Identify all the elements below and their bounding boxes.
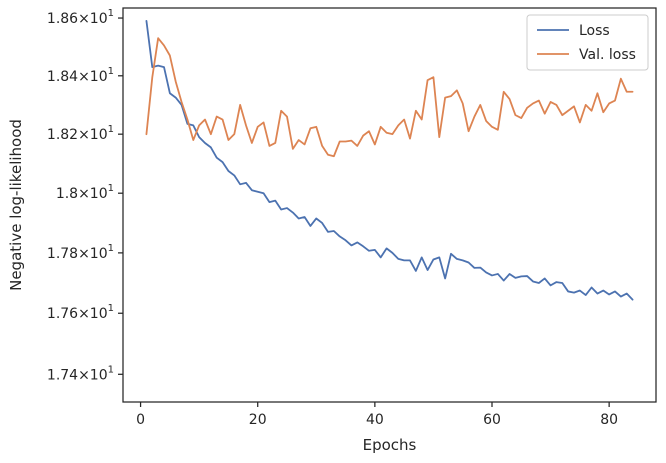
y-tick-label: 1.86×101 <box>47 8 114 27</box>
legend-box <box>526 14 649 71</box>
y-tick-label: 1.8×101 <box>56 183 114 202</box>
y-tick-label: 1.78×101 <box>47 243 114 262</box>
x-tick-label: 60 <box>483 412 501 428</box>
x-tick-label: 40 <box>366 412 384 428</box>
series-line-loss <box>145 20 634 301</box>
x-tick-label: 80 <box>600 412 618 428</box>
legend-label-loss: Loss <box>579 23 610 39</box>
x-axis: 0 20 40 60 80 <box>136 402 618 428</box>
legend-label-val-loss: Val. loss <box>579 47 636 63</box>
x-axis-title: Epochs <box>363 436 417 454</box>
y-axis-title: Negative log-likelihood <box>7 119 25 291</box>
y-tick-label: 1.84×101 <box>47 66 114 85</box>
y-tick-label: 1.76×101 <box>47 303 114 322</box>
y-axis: 1.74×101 1.76×101 1.78×101 1.8×101 1.82×101 1… <box>47 8 123 383</box>
plot-area-frame <box>122 7 657 403</box>
x-tick-label: 0 <box>136 412 145 428</box>
y-tick-label: 1.82×101 <box>47 124 114 143</box>
series-line-val-loss <box>145 37 634 158</box>
x-tick-label: 20 <box>249 412 267 428</box>
y-tick-label: 1.74×101 <box>47 364 114 383</box>
series-layer <box>145 20 634 301</box>
legend: Loss Val. loss <box>526 14 649 71</box>
